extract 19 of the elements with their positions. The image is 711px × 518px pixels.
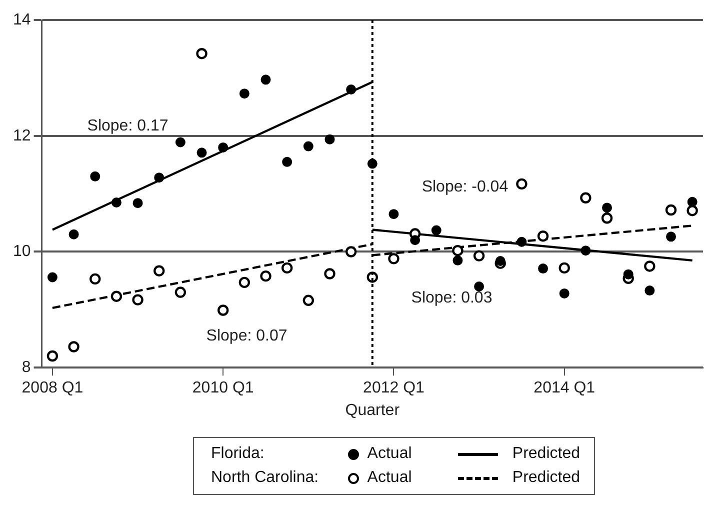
- x-tick-label: 2010 Q1: [192, 380, 254, 397]
- annotation: Slope: -0.04: [422, 178, 508, 196]
- annotation: Slope: 0.03: [411, 289, 492, 306]
- x-axis-title: Quarter: [345, 402, 400, 419]
- x-tick-label: 2012 Q1: [363, 380, 425, 397]
- y-tick-label: 12: [13, 127, 31, 144]
- legend-label: Actual: [367, 469, 412, 487]
- y-tick-label: 8: [22, 359, 31, 376]
- text: Florida:: [210, 445, 266, 463]
- annotation: Slope: 0.17: [87, 117, 168, 134]
- annotation: Slope: 0.07: [206, 328, 288, 345]
- x-tick-label: 2008 Q1: [22, 380, 84, 397]
- text: North Carolina:: [210, 469, 320, 487]
- y-tick-label: 10: [13, 243, 31, 260]
- legend-label: Actual: [367, 445, 412, 463]
- legend-label: Predicted: [512, 469, 580, 487]
- y-tick-label: 14: [13, 11, 31, 28]
- x-tick-label: 2014 Q1: [534, 380, 596, 397]
- legend-label: Predicted: [512, 445, 580, 463]
